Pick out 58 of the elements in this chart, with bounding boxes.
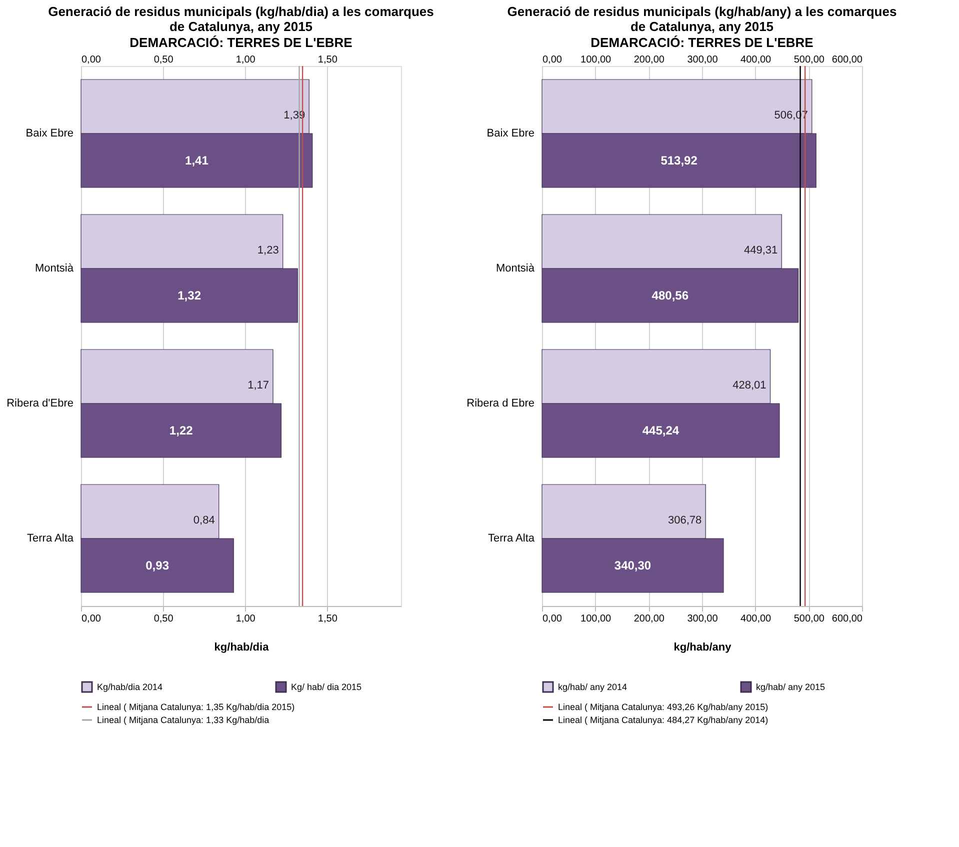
legend-label: Lineal ( Mitjana Catalunya: 1,33 Kg/hab/dia [97,715,270,725]
data-label: 340,30 [614,558,652,572]
data-label: 513,92 [660,154,698,168]
x2-tick-label: 400,00 [740,614,772,624]
y-tick-label: Terra Alta [27,532,74,544]
y-tick-label: Montsià [496,262,536,274]
x2-tick-label: 0,00 [82,614,102,624]
x-axis-title: kg/hab/any [674,642,732,654]
x-tick-label: 100,00 [580,54,612,66]
data-label: 1,23 [257,244,279,256]
x-tick-label: 0,50 [154,54,174,66]
legend-label: Kg/ hab/ dia 2015 [291,682,362,692]
legend-label: Lineal ( Mitjana Catalunya: 484,27 Kg/hab/any 2014) [558,715,768,725]
x-tick-label: 1,00 [236,54,256,66]
legend-label: Kg/hab/dia 2014 [97,682,163,692]
data-label: 428,01 [732,380,766,392]
x-tick-label: 400,00 [740,54,772,66]
x-tick-label: 500,00 [794,54,825,66]
data-label: 449,31 [744,244,778,256]
data-label: 1,17 [248,380,269,392]
x2-tick-label: 0,50 [154,614,174,624]
x-tick-label: 0,00 [542,54,562,66]
legend-label: kg/hab/ any 2014 [558,682,628,692]
y-tick-label: Terra Alta [488,532,536,544]
data-label: 1,41 [185,154,209,168]
data-label: 1,22 [169,424,194,438]
y-tick-label: Baix Ebre [26,128,74,140]
x-tick-label: 300,00 [687,54,718,66]
data-label: 306,78 [668,514,702,526]
legend-label: kg/hab/ any 2015 [756,682,826,692]
legend-label: Lineal ( Mitjana Catalunya: 493,26 Kg/hab/any 2015) [558,702,768,712]
x2-tick-label: 200,00 [634,614,665,624]
x-tick-label: 0,00 [82,54,102,66]
y-tick-label: Montsià [34,262,74,274]
data-label: 480,56 [652,288,689,302]
y-tick-label: Ribera d'Ebre [6,398,74,410]
x2-tick-label: 500,00 [794,614,825,624]
x2-tick-label: 300,00 [687,614,718,624]
y-tick-label: Baix Ebre [486,128,534,140]
data-label: 1,32 [178,288,202,302]
chart-title: Generació de residus municipals (kg/hab/dia) a les comarques de Catalunya, any 2015 [48,4,434,34]
x-axis-title: kg/hab/dia [214,642,270,654]
data-label: 0,93 [146,558,170,572]
legend-label: Lineal ( Mitjana Catalunya: 1,35 Kg/hab/dia 2015) [97,702,295,712]
data-label: 0,84 [193,514,215,526]
x2-tick-label: 0,00 [542,614,562,624]
x-tick-label: 600,00 [832,54,863,66]
y-tick-label: Ribera d Ebre [466,398,534,410]
x-tick-label: 200,00 [634,54,665,66]
x2-tick-label: 100,00 [580,614,612,624]
x2-tick-label: 1,00 [236,614,256,624]
x2-tick-label: 600,00 [832,614,863,624]
x-tick-label: 1,50 [318,54,338,66]
chart-subtitle: DEMARCACIÓ: TERRES DE L'EBRE [590,35,814,50]
chart-title: Generació de residus municipals (kg/hab/any) a les comarques de Catalunya, any 2015 [507,4,897,34]
x2-tick-label: 1,50 [318,614,338,624]
chart-subtitle: DEMARCACIÓ: TERRES DE L'EBRE [130,35,353,50]
data-label: 445,24 [642,424,680,438]
